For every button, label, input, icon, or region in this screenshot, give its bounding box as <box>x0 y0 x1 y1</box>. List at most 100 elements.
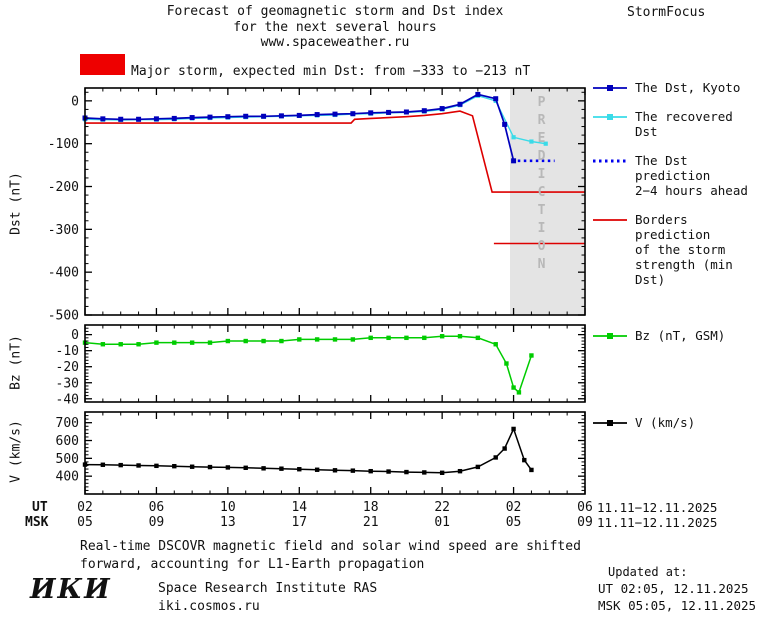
prediction-band <box>510 88 585 315</box>
series-marker <box>154 463 159 469</box>
series-marker <box>154 340 159 345</box>
updated-ut-time: UT 02:05, 12.11.2025 <box>598 581 749 596</box>
brand-stormfocus: StormFocus <box>627 5 706 20</box>
series-marker <box>350 468 356 473</box>
series-marker <box>516 390 522 395</box>
x-tick-label: 18 <box>362 500 379 515</box>
legend-bz-panel: Bz (nT, GSM) <box>592 328 760 343</box>
series-marker <box>475 91 481 97</box>
xaxis-row-msk: MSK 05 09 13 17 21 01 05 09 11.11−12.11.2025 <box>0 515 760 530</box>
series-marker <box>439 106 445 112</box>
series-marker <box>504 361 509 366</box>
series-marker <box>332 337 338 342</box>
series-marker <box>475 464 481 470</box>
series-marker <box>207 340 213 345</box>
institute-name: Space Research Institute RAS <box>158 581 378 596</box>
series-marker <box>153 116 159 122</box>
series-marker <box>350 337 356 342</box>
series-marker <box>493 342 498 347</box>
series-marker <box>189 464 195 469</box>
series-marker <box>529 467 534 473</box>
series-marker <box>189 340 195 345</box>
legend-label: Borders prediction of the storm strength (… <box>635 212 733 287</box>
xaxis-ut-label: UT <box>32 500 48 515</box>
x-tick-label: 05 <box>77 515 93 530</box>
x-tick-label: 14 <box>291 500 308 515</box>
propagation-note: Real-time DSCOVR magnetic field and sola… <box>80 538 581 573</box>
series-marker <box>511 135 516 140</box>
y-tick-label: -300 <box>48 223 79 238</box>
panel-bz: 0-10-20-30-40 <box>56 324 586 407</box>
series-marker <box>207 114 213 120</box>
series-marker <box>368 110 374 116</box>
prediction-band-label: PREDICTION <box>534 95 549 275</box>
series-marker <box>529 139 534 144</box>
series-marker <box>368 335 373 341</box>
xaxis-row-ut: UT 02 06 10 14 18 22 02 06 11.11−12.11.2025 <box>0 500 760 515</box>
series-marker <box>386 335 391 341</box>
series-marker <box>543 141 548 146</box>
series-marker <box>511 158 517 164</box>
series-marker <box>314 467 320 472</box>
series-marker <box>100 342 106 347</box>
series-marker <box>439 334 445 339</box>
series-marker <box>511 385 516 390</box>
y-tick-label: 0 <box>71 328 79 343</box>
series-marker <box>136 463 141 468</box>
legend-v-panel: V (km/s) <box>592 415 760 430</box>
series-marker <box>172 463 177 469</box>
institute-site-link[interactable]: iki.cosmos.ru <box>158 599 260 614</box>
page-title: Forecast of geomagnetic storm and Dst in… <box>85 4 585 51</box>
panel-frame <box>84 411 586 495</box>
y-tick-label: -400 <box>48 266 79 281</box>
series-marker <box>118 342 123 347</box>
legend-square-line-icon <box>593 333 627 339</box>
series-marker <box>279 466 284 471</box>
xaxis-msk-label: MSK <box>25 515 49 530</box>
panel-dst: 0 -100 -200 -300 -400 -500 <box>48 87 586 324</box>
series-marker <box>404 469 409 475</box>
series-marker <box>529 353 534 358</box>
y-tick-label: 0 <box>71 94 79 109</box>
series-marker <box>100 116 106 122</box>
x-tick-label: 06 <box>577 500 593 515</box>
y-tick-label: -10 <box>56 344 79 359</box>
y-tick-label: 600 <box>56 434 79 449</box>
series-marker <box>493 455 498 460</box>
series-marker <box>261 338 266 344</box>
y-tick-label: -200 <box>48 180 79 195</box>
series-marker <box>422 335 427 341</box>
storm-alert-text: Major storm, expected min Dst: from −333… <box>131 64 531 79</box>
title-url-link[interactable]: www.spaceweather.ru <box>260 35 410 50</box>
series-marker <box>118 462 123 468</box>
y-tick-label: 500 <box>56 452 79 467</box>
v-axis-label: V (km/s) <box>8 420 24 483</box>
series-marker <box>243 465 248 470</box>
legend-item: The recovered Dst <box>592 109 760 139</box>
x-tick-label: 21 <box>362 515 379 530</box>
legend-dotted-line-icon <box>593 159 627 163</box>
legend-item: Borders prediction of the storm strength (… <box>592 212 760 287</box>
iki-logo: ИКИ <box>30 574 112 605</box>
series-marker <box>457 468 463 474</box>
series-marker <box>386 469 391 474</box>
x-tick-label: 02 <box>505 500 522 515</box>
note-line-1: Real-time DSCOVR magnetic field and sola… <box>80 539 581 554</box>
series-marker <box>511 426 516 432</box>
legend-item: V (km/s) <box>592 415 760 430</box>
series-marker <box>225 338 231 344</box>
x-tick-label: 06 <box>148 500 165 515</box>
panel-v: 400 500 600 700 <box>56 411 586 495</box>
legend-square-line-icon <box>593 85 627 91</box>
series-marker <box>136 342 141 347</box>
series-marker <box>243 113 249 119</box>
x-tick-label: 22 <box>434 500 450 515</box>
series-marker <box>404 335 409 341</box>
legend-label: The recovered Dst <box>635 109 733 139</box>
x-tick-label: 01 <box>434 515 450 530</box>
series-marker <box>493 96 499 102</box>
storm-level-swatch <box>80 54 125 75</box>
series-marker <box>403 109 409 115</box>
